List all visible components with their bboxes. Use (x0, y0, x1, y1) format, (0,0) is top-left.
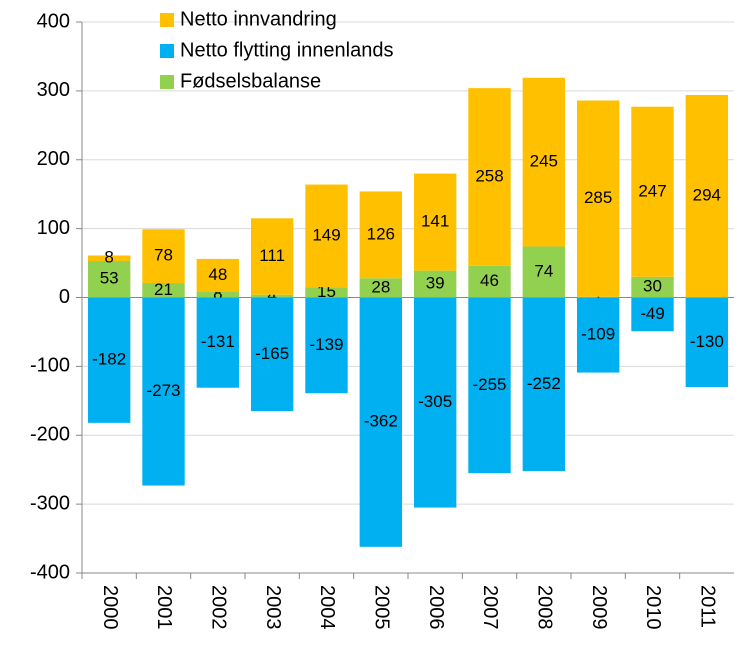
data-label: 28 (371, 277, 390, 296)
data-label: 46 (480, 271, 499, 290)
data-label: 294 (693, 186, 721, 205)
x-tick-label: 2006 (425, 585, 447, 630)
data-label: 258 (475, 166, 503, 185)
data-label: 8 (213, 284, 222, 303)
data-label: -131 (201, 332, 235, 351)
bar-segment (631, 106, 674, 277)
data-label: 30 (643, 277, 662, 296)
data-label: -255 (472, 375, 506, 394)
x-tick-label: 2000 (99, 585, 121, 630)
data-label: -273 (146, 381, 180, 400)
x-tick-label: 2007 (479, 585, 501, 630)
legend-swatch (160, 44, 174, 58)
data-label: 78 (154, 246, 173, 265)
x-tick-label: 2011 (697, 585, 719, 628)
y-tick-label: 0 (59, 286, 70, 308)
x-tick-label: 2008 (534, 585, 556, 630)
y-tick-label: 200 (37, 148, 70, 170)
bar-segment (576, 296, 620, 298)
bar-segment (576, 100, 620, 297)
legend-label: Netto innvandring (180, 8, 337, 30)
data-label: 141 (421, 212, 449, 231)
data-label: 8 (104, 248, 113, 267)
bar-segment (522, 77, 566, 247)
y-tick-label: -200 (30, 424, 70, 446)
bar-segment (685, 297, 729, 388)
legend-swatch (160, 75, 174, 89)
legend-label: Fødselsbalanse (180, 70, 321, 92)
bar-segment (142, 229, 185, 284)
bar-segment (468, 297, 511, 474)
y-tick-label: -300 (30, 492, 70, 514)
data-label: -305 (418, 392, 452, 411)
data-label: -139 (309, 335, 343, 354)
data-label: -252 (527, 374, 561, 393)
bar-segment (685, 95, 729, 298)
bar-segment (413, 297, 457, 508)
bar-segment (631, 297, 674, 332)
legend-swatch (160, 13, 174, 27)
bar-segment (196, 297, 240, 388)
data-label: 111 (259, 246, 285, 265)
data-label: 39 (426, 274, 445, 293)
bar-segment (250, 218, 294, 295)
data-label: 48 (208, 265, 227, 284)
data-label: 4 (267, 286, 276, 305)
legend-label: Netto flytting innenlands (180, 39, 393, 61)
bar-segment (468, 265, 511, 298)
x-tick-label: 2002 (208, 585, 230, 630)
data-label: -182 (92, 350, 126, 369)
y-tick-label: 400 (37, 10, 70, 32)
data-label: -109 (581, 325, 615, 344)
data-label: -165 (255, 344, 289, 363)
bar-segment (196, 258, 240, 292)
x-tick-label: 2004 (316, 585, 338, 630)
bar-segment (468, 88, 511, 266)
y-tick-label: 100 (37, 217, 70, 239)
bar-segment (359, 297, 403, 547)
x-tick-label: 2001 (153, 585, 175, 630)
bar-segment (359, 191, 403, 279)
data-label: 285 (584, 188, 612, 207)
bar-segment (631, 276, 674, 298)
bar-segment (142, 297, 185, 486)
bar-segment (250, 297, 294, 412)
y-tick-label: -400 (30, 561, 70, 583)
bar-segment (305, 297, 348, 394)
data-label: 247 (638, 181, 666, 200)
bar-segment (87, 297, 131, 423)
x-tick-label: 2003 (262, 585, 284, 630)
bar-segment (522, 297, 566, 472)
data-label: -49 (640, 304, 665, 323)
bar-segment (413, 173, 457, 271)
data-label: -362 (364, 412, 398, 431)
data-label: 149 (312, 225, 340, 244)
data-label: 53 (100, 269, 119, 288)
bar-segment (250, 294, 294, 298)
data-label: 21 (154, 280, 173, 299)
data-label: 126 (367, 224, 395, 243)
bar-segment (87, 255, 131, 261)
x-tick-label: 2010 (642, 585, 664, 630)
bar-segment (87, 260, 131, 298)
x-tick-label: 2005 (371, 585, 393, 630)
y-tick-label: 300 (37, 79, 70, 101)
data-label: 74 (534, 262, 553, 281)
bar-segment (142, 283, 185, 298)
bar-segment (522, 246, 566, 298)
bar-segment (359, 278, 403, 298)
bar-segment (305, 287, 348, 298)
bar-segment (305, 184, 348, 288)
data-label: 245 (530, 152, 558, 171)
x-tick-label: 2009 (588, 585, 610, 630)
bar-segment (196, 291, 240, 298)
bar-segment (576, 297, 620, 373)
y-tick-label: -100 (30, 355, 70, 377)
data-label: -130 (690, 332, 724, 351)
bar-segment (413, 270, 457, 298)
